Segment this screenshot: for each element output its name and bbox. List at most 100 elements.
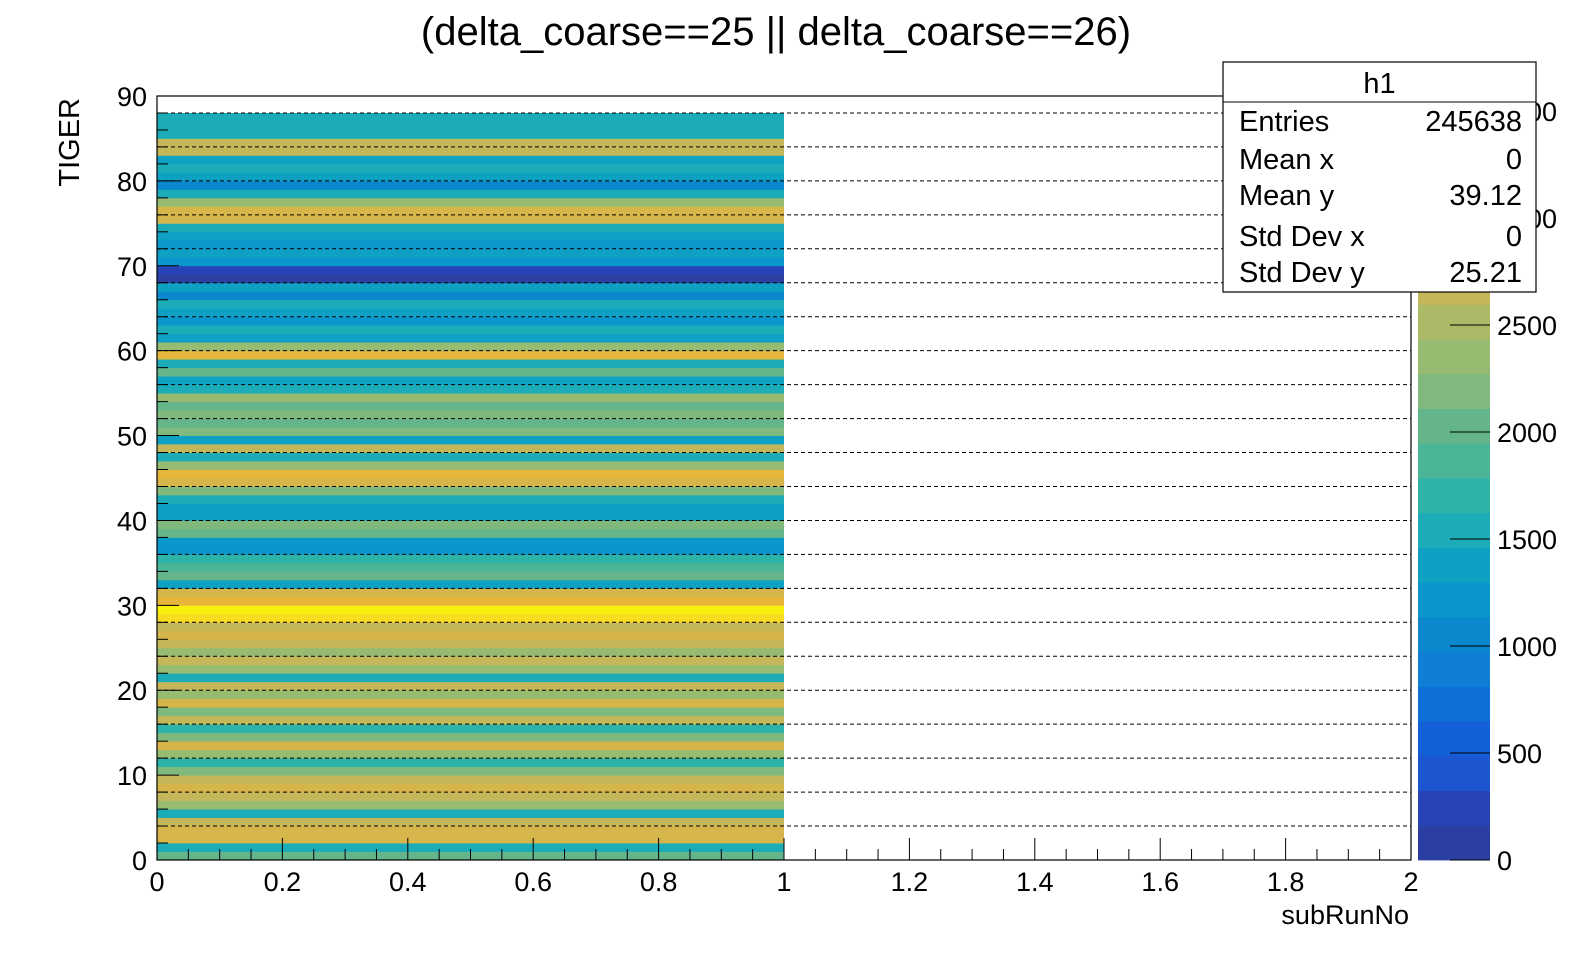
heatmap-cell <box>157 444 784 453</box>
heatmap-cell <box>157 766 784 776</box>
stats-row-value: 245638 <box>1425 106 1522 138</box>
color-scale-bin <box>1418 443 1490 479</box>
x-tick-label: 0.6 <box>514 867 552 897</box>
heatmap-cell <box>157 732 784 742</box>
y-tick-label: 30 <box>117 591 147 621</box>
color-scale-bin <box>1418 478 1490 514</box>
stats-row-value: 39.12 <box>1449 180 1522 212</box>
heatmap-cell <box>157 775 784 784</box>
heatmap-cell <box>157 121 784 131</box>
heatmap-cell <box>157 545 784 555</box>
heatmap-cell <box>157 639 784 649</box>
heatmap-cell <box>157 749 784 759</box>
stats-row-value: 25.21 <box>1449 257 1522 289</box>
x-tick-label: 0.2 <box>264 867 302 897</box>
y-axis-label: TIGER <box>54 98 86 187</box>
heatmap-cell <box>157 673 784 683</box>
heatmap-cell <box>157 384 784 394</box>
heatmap-cell <box>157 596 784 606</box>
heatmap-cell <box>157 316 784 326</box>
heatmap-cell <box>157 494 784 504</box>
heatmap-cell <box>157 571 784 581</box>
heatmap-cell <box>157 180 784 190</box>
heatmap-cell <box>157 826 784 835</box>
color-scale-bin <box>1418 339 1490 375</box>
stats-row-label: Mean y <box>1239 180 1335 212</box>
x-tick-label: 0.4 <box>389 867 427 897</box>
heatmap-cell <box>157 511 784 521</box>
color-scale-bin <box>1418 686 1490 722</box>
x-tick-label: 1.8 <box>1267 867 1305 897</box>
stats-box: h1 Entries 245638 Mean x 0 Mean y 39.12 Std Dev… <box>1222 61 1537 293</box>
stats-row-label: Entries <box>1239 106 1329 138</box>
chart-title: (delta_coarse==25 || delta_coarse==26) <box>421 10 1131 54</box>
heatmap-cell <box>157 418 784 428</box>
heatmap-cell <box>157 401 784 411</box>
heatmap-cell <box>157 715 784 725</box>
heatmap-cell <box>157 503 784 513</box>
heatmap-cell <box>157 656 784 666</box>
heatmap-cell <box>157 333 784 343</box>
heatmap-cell <box>157 681 784 691</box>
heatmap-cell <box>157 690 784 700</box>
x-tick-label: 0.8 <box>640 867 678 897</box>
z-tick-label: 1500 <box>1497 525 1557 555</box>
color-scale-bin <box>1418 790 1490 826</box>
heatmap-cell <box>157 741 784 751</box>
heatmap-cell <box>157 520 784 530</box>
y-tick-label: 90 <box>117 82 147 112</box>
heatmap-cell <box>157 155 784 165</box>
heatmap-cell <box>157 461 784 470</box>
z-tick-label: 0 <box>1497 846 1512 876</box>
y-tick-label: 60 <box>117 337 147 367</box>
x-tick-label: 2 <box>1403 867 1418 897</box>
heatmap-cells <box>157 112 784 861</box>
heatmap-cell <box>157 376 784 386</box>
stats-row-label: Mean x <box>1239 144 1335 176</box>
color-scale-bin <box>1418 408 1490 444</box>
y-tick-label: 20 <box>117 676 147 706</box>
y-tick-label: 80 <box>117 167 147 197</box>
heatmap-cell <box>157 342 784 352</box>
heatmap-cell <box>157 350 784 360</box>
stats-row-value: 0 <box>1506 221 1522 253</box>
z-tick-label: 1000 <box>1497 632 1557 662</box>
heatmap-cell <box>157 664 784 674</box>
heatmap-cell <box>157 537 784 547</box>
heatmap-cell <box>157 197 784 207</box>
stats-row-label: Std Dev x <box>1239 221 1365 253</box>
grid-lines <box>157 112 1411 827</box>
heatmap-cell <box>157 809 784 818</box>
color-scale-bin <box>1418 582 1490 618</box>
heatmap-cell <box>157 588 784 598</box>
heatmap-cell <box>157 325 784 335</box>
heatmap-cell <box>157 410 784 419</box>
heatmap-cell <box>157 792 784 801</box>
heatmap-cell <box>157 189 784 199</box>
heatmap-cell <box>157 146 784 156</box>
heatmap-cell <box>157 274 784 284</box>
x-tick-label: 0 <box>149 867 164 897</box>
heatmap-cell <box>157 393 784 402</box>
y-tick-label: 70 <box>117 252 147 282</box>
heatmap-cell <box>157 265 784 275</box>
color-scale-bin <box>1418 304 1490 340</box>
heatmap-cell <box>157 427 784 436</box>
y-tick-label: 50 <box>117 422 147 452</box>
color-scale-bin <box>1418 721 1490 757</box>
heatmap-cell <box>157 359 784 369</box>
heatmap-cell <box>157 469 784 479</box>
z-tick-label: 2500 <box>1497 311 1557 341</box>
x-tick-label: 1.4 <box>1016 867 1054 897</box>
color-scale-bin <box>1418 755 1490 791</box>
color-scale-bin <box>1418 547 1490 583</box>
heatmap-cell <box>157 605 784 615</box>
heatmap-cell <box>157 698 784 708</box>
heatmap-cell <box>157 647 784 657</box>
y-axis: 0 10 20 30 40 50 60 70 80 90 <box>117 82 179 876</box>
heatmap-cell <box>157 367 784 377</box>
heatmap-cell <box>157 613 784 623</box>
heatmap-cell <box>157 579 784 589</box>
heatmap-cell <box>157 562 784 572</box>
